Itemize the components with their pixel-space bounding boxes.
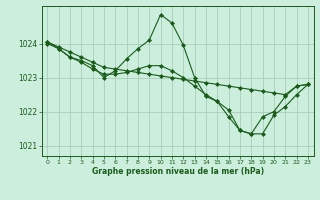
X-axis label: Graphe pression niveau de la mer (hPa): Graphe pression niveau de la mer (hPa) (92, 167, 264, 176)
